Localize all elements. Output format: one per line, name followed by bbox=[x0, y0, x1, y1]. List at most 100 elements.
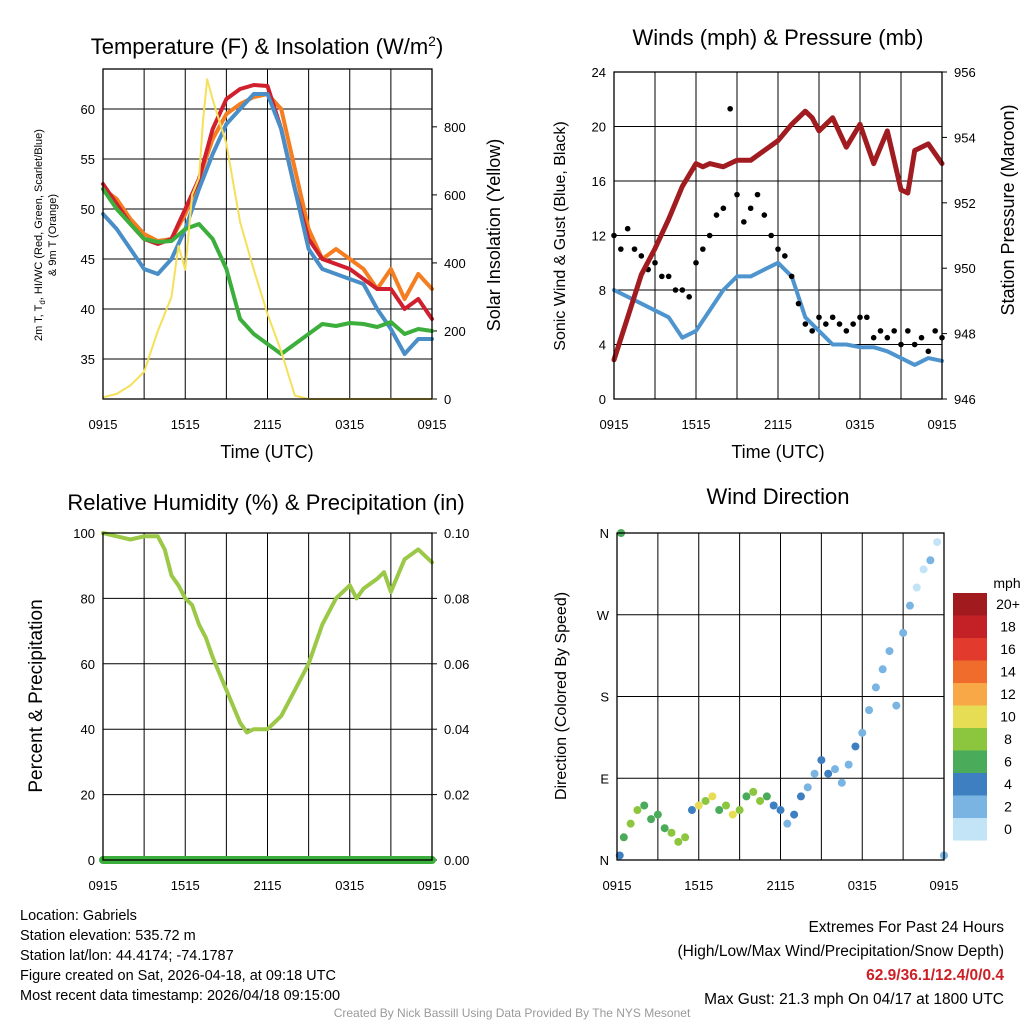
y2-tick-label: 0.06 bbox=[444, 657, 469, 672]
plot-area: 0915 1515 2115 0315 0915 0 20 40 60 80 100 0.00 0.02… bbox=[73, 526, 469, 893]
legend-label: 18 bbox=[1000, 619, 1016, 635]
gust-point bbox=[898, 341, 904, 348]
y-tick-label: N bbox=[600, 853, 609, 868]
gust-point bbox=[727, 105, 733, 112]
x-axis-label: Time (UTC) bbox=[220, 442, 313, 462]
extremes-info: Extremes For Past 24 Hours (High/Low/Max… bbox=[678, 916, 1005, 1012]
direction-point bbox=[933, 538, 942, 547]
temperature-insolation-chart: Temperature (F) & Insolation (W/m2) Time… bbox=[33, 33, 504, 462]
y-tick-label: 24 bbox=[592, 65, 606, 80]
winds-pressure-chart: Winds (mph) & Pressure (mb) Time (UTC) S… bbox=[552, 25, 1018, 462]
direction-point bbox=[803, 783, 812, 792]
direction-point bbox=[926, 556, 935, 565]
direction-point bbox=[762, 792, 771, 801]
direction-point bbox=[626, 819, 635, 828]
x-tick-label: 0915 bbox=[603, 878, 632, 893]
legend-label: 20+ bbox=[996, 596, 1020, 612]
direction-point bbox=[756, 796, 765, 805]
gust-point bbox=[829, 314, 836, 321]
location-text: Location: Gabriels bbox=[20, 908, 137, 924]
y-tick-label: 50 bbox=[81, 202, 95, 217]
direction-point bbox=[694, 801, 703, 810]
x-tick-label: 0315 bbox=[848, 878, 877, 893]
y-tick-label: 40 bbox=[81, 302, 95, 317]
plot-frame bbox=[616, 532, 945, 861]
y2-tick-label: 200 bbox=[444, 324, 466, 339]
legend-label: 8 bbox=[1004, 731, 1012, 747]
direction-point bbox=[837, 778, 846, 787]
direction-point bbox=[681, 833, 690, 842]
legend-swatch bbox=[953, 773, 987, 796]
y2-tick-label: 0.04 bbox=[444, 722, 469, 737]
gust-point bbox=[631, 246, 638, 252]
gust-point bbox=[741, 219, 747, 225]
x-tick-label: 2115 bbox=[764, 417, 792, 432]
elevation-text: Station elevation: 535.72 m bbox=[20, 928, 196, 944]
y-tick-label: 20 bbox=[592, 120, 606, 135]
gust-point bbox=[713, 212, 720, 218]
gust-point bbox=[870, 334, 877, 341]
created-text: Figure created on Sat, 2026-04-18, at 09… bbox=[20, 968, 336, 984]
x-tick-label: 2115 bbox=[767, 878, 795, 893]
series-line-relative-humidity bbox=[101, 531, 434, 735]
direction-point bbox=[844, 760, 853, 769]
legend-swatch bbox=[953, 795, 987, 818]
y-tick-label: 0 bbox=[88, 853, 95, 868]
legend-swatch bbox=[953, 660, 987, 683]
direction-point bbox=[790, 810, 799, 819]
plot-area: 0915 1515 2115 0315 0915 0 4 8 12 16 20 24 946 948 950… bbox=[592, 65, 976, 432]
y2-tick-label: 956 bbox=[954, 65, 976, 80]
humidity-precipitation-chart: Relative Humidity (%) & Precipitation (i… bbox=[26, 490, 469, 893]
series-line-td bbox=[101, 187, 434, 356]
y2-tick-label: 600 bbox=[444, 188, 466, 203]
gust-point bbox=[618, 246, 624, 252]
direction-point bbox=[824, 769, 833, 778]
plot-frame bbox=[102, 532, 433, 861]
gust-point bbox=[693, 259, 699, 266]
gust-point bbox=[686, 294, 692, 300]
direction-point bbox=[728, 810, 737, 819]
y2-tick-label: 0.10 bbox=[444, 526, 469, 541]
legend-swatch bbox=[953, 683, 987, 706]
direction-point bbox=[892, 701, 901, 710]
y-tick-label: 20 bbox=[81, 788, 95, 803]
direction-point bbox=[885, 647, 894, 656]
gust-point bbox=[823, 321, 829, 327]
x-tick-label: 0915 bbox=[928, 417, 957, 432]
direction-point bbox=[722, 801, 730, 810]
direction-point bbox=[919, 565, 928, 574]
direction-point bbox=[831, 765, 839, 774]
y-axis-label-line2: & 9m T (Orange) bbox=[47, 194, 59, 276]
y2-tick-label: 954 bbox=[954, 130, 976, 145]
direction-point bbox=[735, 806, 744, 815]
plot-frame bbox=[102, 68, 433, 400]
direction-point bbox=[687, 806, 696, 815]
y-tick-label: W bbox=[597, 608, 610, 623]
direction-point bbox=[871, 683, 880, 692]
gust-point bbox=[857, 314, 863, 321]
series-line-station-pressure bbox=[611, 108, 945, 363]
wind-direction-chart: Wind Direction Direction (Colored By Spe… bbox=[553, 484, 1021, 893]
gust-point bbox=[706, 232, 713, 239]
legend-swatch bbox=[953, 818, 987, 841]
gust-point bbox=[679, 287, 686, 293]
y-tick-label: 40 bbox=[81, 722, 95, 737]
x-axis-label: Time (UTC) bbox=[731, 442, 824, 462]
x-tick-label: 1515 bbox=[684, 878, 713, 893]
gust-point bbox=[925, 348, 932, 355]
x-tick-label: 0915 bbox=[600, 417, 629, 432]
y-axis-label: Sonic Wind & Gust (Blue, Black) bbox=[552, 121, 569, 350]
gust-point bbox=[672, 287, 679, 293]
y-tick-label: 45 bbox=[81, 252, 95, 267]
x-tick-label: 1515 bbox=[682, 417, 711, 432]
direction-point bbox=[653, 810, 662, 819]
y-tick-label: 60 bbox=[81, 102, 95, 117]
direction-point bbox=[776, 806, 785, 815]
legend-label: 0 bbox=[1004, 821, 1012, 837]
y2-tick-label: 952 bbox=[954, 196, 976, 211]
max-gust-text: Max Gust: 21.3 mph On 04/17 at 1800 UTC bbox=[704, 991, 1004, 1008]
gust-point bbox=[905, 328, 911, 334]
gust-point bbox=[761, 212, 768, 218]
y-tick-label: 4 bbox=[599, 338, 606, 353]
